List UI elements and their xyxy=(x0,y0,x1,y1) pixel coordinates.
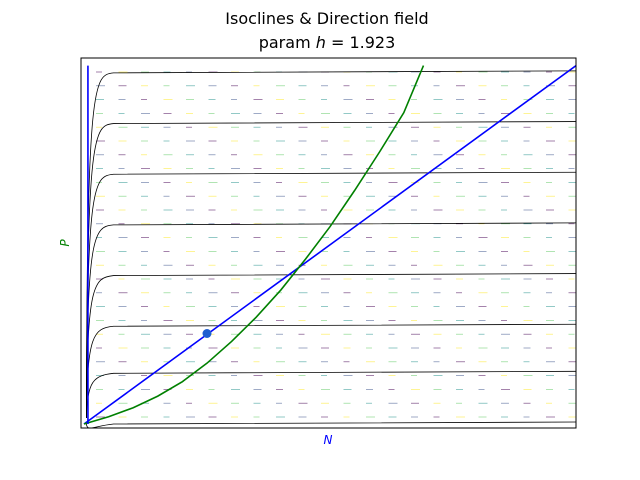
trajectory-curve xyxy=(86,273,576,419)
x-axis-label: N xyxy=(324,433,333,447)
plot-frame xyxy=(80,57,577,429)
chart-subtitle: param h = 1.923 xyxy=(259,33,396,52)
isocline-series-1 xyxy=(83,64,576,425)
isocline-group xyxy=(83,64,576,425)
equilibrium-marker xyxy=(202,329,212,338)
plot-area xyxy=(83,64,576,428)
isocline-series-2 xyxy=(83,65,425,425)
trajectory-curve xyxy=(86,421,576,428)
y-axis-label: P xyxy=(58,239,72,247)
trajectory-curve xyxy=(86,323,576,419)
trajectory-curve xyxy=(86,222,576,419)
trajectory-curve xyxy=(86,121,576,419)
trajectory-curve xyxy=(86,370,576,419)
trajectory-group xyxy=(86,70,576,428)
equilibrium-group xyxy=(202,329,212,338)
subtitle-suffix: = 1.923 xyxy=(326,33,395,52)
direction-field xyxy=(96,71,576,418)
subtitle-symbol: h xyxy=(316,33,326,52)
subtitle-prefix: param xyxy=(259,33,316,52)
trajectory-curve xyxy=(86,171,576,419)
chart-title: Isoclines & Direction field xyxy=(225,9,428,28)
